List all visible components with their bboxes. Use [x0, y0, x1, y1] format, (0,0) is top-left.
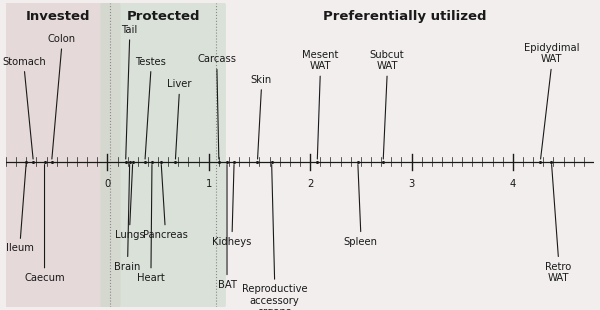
Text: Caecum: Caecum: [24, 273, 65, 283]
Text: Colon: Colon: [47, 34, 76, 44]
Text: Liver: Liver: [167, 79, 191, 89]
Text: 3: 3: [409, 179, 415, 189]
FancyBboxPatch shape: [0, 0, 121, 310]
Text: Preferentially utilized: Preferentially utilized: [323, 10, 487, 23]
Text: Retro
WAT: Retro WAT: [545, 262, 572, 283]
Text: Testes: Testes: [136, 57, 166, 67]
Text: Ileum: Ileum: [6, 243, 34, 253]
Text: Tail: Tail: [122, 25, 138, 35]
Text: 2: 2: [307, 179, 313, 189]
Text: 1: 1: [206, 179, 212, 189]
Text: Stomach: Stomach: [2, 57, 46, 67]
Text: Lungs: Lungs: [115, 230, 145, 240]
Text: Brain: Brain: [115, 262, 141, 272]
Text: BAT: BAT: [218, 280, 236, 290]
Text: Protected: Protected: [127, 10, 200, 23]
Text: Spleen: Spleen: [344, 237, 378, 247]
Text: 0: 0: [104, 179, 110, 189]
Text: Heart: Heart: [137, 273, 165, 283]
Text: Carcass: Carcass: [197, 54, 236, 64]
Text: Skin: Skin: [251, 75, 272, 85]
Text: 4: 4: [510, 179, 516, 189]
Text: Reproductive
accessory
organs: Reproductive accessory organs: [242, 284, 307, 310]
FancyBboxPatch shape: [100, 0, 226, 310]
Text: Kidheys: Kidheys: [212, 237, 252, 247]
Text: Mesent
WAT: Mesent WAT: [302, 50, 338, 71]
Text: Invested: Invested: [26, 10, 91, 23]
Text: Epidydimal
WAT: Epidydimal WAT: [524, 43, 579, 64]
Text: Subcut
WAT: Subcut WAT: [370, 50, 404, 71]
Text: Pancreas: Pancreas: [143, 230, 188, 240]
